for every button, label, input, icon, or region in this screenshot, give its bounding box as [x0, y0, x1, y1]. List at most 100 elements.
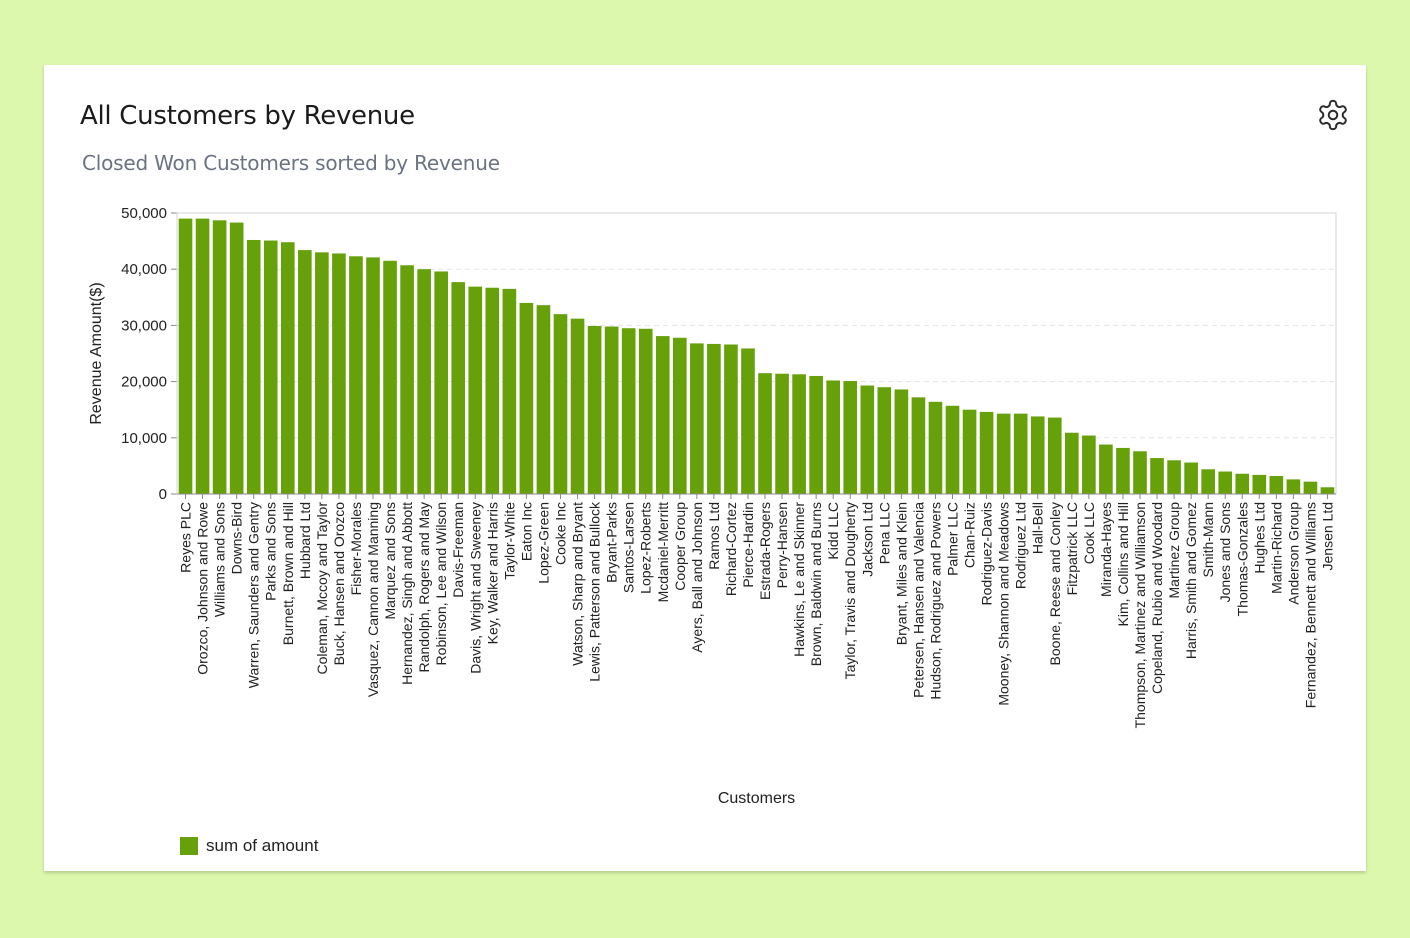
- x-tick-label: Cooper Group: [672, 502, 688, 591]
- bar: [519, 302, 534, 494]
- bar: [843, 381, 858, 494]
- x-tick-label: Buck, Hansen and Orozco: [331, 502, 347, 666]
- x-tick-label: Santos-Larsen: [621, 502, 637, 593]
- bar: [979, 411, 994, 494]
- bar: [707, 343, 721, 494]
- x-tick-label: Cook LLC: [1081, 502, 1097, 564]
- x-tick-label: Thomas-Gonzales: [1234, 502, 1250, 616]
- bar: [434, 271, 449, 494]
- x-tick-label: Palmer LLC: [945, 502, 961, 576]
- x-tick-label: Ayers, Ball and Johnson: [689, 502, 705, 653]
- bar: [1320, 487, 1335, 494]
- bar: [1064, 432, 1079, 494]
- x-tick-label: Davis-Freeman: [450, 502, 466, 598]
- bar: [417, 269, 431, 494]
- bar: [996, 413, 1011, 494]
- y-tick-label: 40,000: [121, 261, 167, 278]
- y-tick-label: 0: [159, 486, 167, 503]
- bar: [451, 282, 466, 494]
- y-tick-label: 50,000: [121, 205, 167, 222]
- chart-card: All Customers by Revenue Closed Won Cust…: [44, 65, 1366, 871]
- x-tick-label: Hughes Ltd: [1251, 502, 1267, 574]
- bar: [468, 286, 483, 494]
- settings-button[interactable]: [1316, 98, 1350, 132]
- x-tick-label: Parks and Sons: [263, 502, 279, 601]
- legend-swatch: [180, 837, 198, 855]
- bar: [553, 314, 568, 494]
- bar: [1047, 417, 1062, 494]
- x-tick-label: Mcdaniel-Merritt: [655, 502, 671, 602]
- legend-label: sum of amount: [206, 836, 319, 855]
- x-tick-label: Pena LLC: [876, 502, 892, 564]
- x-tick-label: Lewis, Patterson and Bullock: [587, 501, 603, 682]
- x-tick-label: Bryant-Parks: [604, 502, 620, 583]
- x-tick-label: Vasquez, Cannon and Manning: [365, 502, 381, 697]
- bar-chart: 0 10,000 20,000 30,000 40,000 50,000 Reyes PLC…: [88, 205, 1337, 807]
- bar: [1235, 473, 1250, 494]
- bar: [229, 222, 244, 494]
- x-tick-label: Petersen, Hansen and Valencia: [910, 502, 926, 698]
- bar: [1286, 479, 1301, 494]
- x-tick-label: Orozco, Johnson and Rowe: [195, 502, 211, 675]
- x-tick-label: Boone, Reese and Conley: [1047, 502, 1063, 665]
- bar: [212, 220, 227, 494]
- x-tick-label: Davis, Wright and Sweeney: [467, 502, 483, 674]
- x-tick-label: Key, Walker and Harris: [484, 502, 500, 644]
- bar: [911, 397, 926, 494]
- bar: [724, 344, 738, 494]
- bar: [178, 218, 193, 494]
- x-tick-label: Taylor-White: [501, 502, 517, 580]
- x-tick-label: Pierce-Hardin: [740, 502, 756, 588]
- x-tick-label: Jackson Ltd: [859, 502, 875, 577]
- bar: [1150, 458, 1164, 494]
- bar: [604, 326, 619, 494]
- bar: [1218, 471, 1233, 494]
- x-tick-label: Williams and Sons: [212, 502, 228, 617]
- x-tick-label: Brown, Baldwin and Burns: [808, 502, 824, 666]
- bar: [485, 287, 500, 494]
- x-tick-label: Hawkins, Le and Skinner: [791, 502, 807, 657]
- bar: [621, 328, 636, 494]
- bar: [298, 250, 312, 494]
- y-axis-title: Revenue Amount($): [88, 282, 105, 424]
- bar: [1252, 474, 1267, 494]
- x-tick-label: Downs-Bird: [229, 502, 245, 574]
- bar: [1184, 462, 1198, 494]
- x-tick-label: Cooke Inc: [552, 502, 568, 565]
- bar: [1201, 469, 1215, 494]
- bar: [1167, 460, 1181, 494]
- card-title: All Customers by Revenue: [80, 101, 415, 131]
- x-tick-label: Rodriguez Ltd: [1013, 502, 1029, 589]
- bar: [587, 325, 602, 494]
- bar: [1013, 413, 1028, 494]
- card-subtitle: Closed Won Customers sorted by Revenue: [82, 151, 500, 175]
- x-tick-label: Perry-Hansen: [774, 502, 790, 588]
- x-tick-label: Martin-Richard: [1268, 502, 1284, 594]
- bar: [758, 373, 772, 494]
- x-tick-label: Hudson, Rodriguez and Powers: [927, 502, 943, 700]
- x-tick-label: Lopez-Roberts: [638, 502, 654, 594]
- y-tick-label: 20,000: [121, 374, 167, 391]
- bar: [945, 405, 960, 494]
- x-tick-label: Chan-Ruiz: [962, 502, 978, 568]
- bar: [536, 305, 551, 494]
- x-tick-label: Warren, Saunders and Gentry: [246, 502, 262, 688]
- x-tick-label: Rodriguez-Davis: [979, 502, 995, 605]
- x-tick-label: Watson, Sharp and Bryant: [570, 502, 586, 666]
- x-tick-label: Thompson, Martinez and Williamson: [1132, 502, 1148, 728]
- x-tick-label: Smith-Mann: [1200, 502, 1216, 577]
- bar: [894, 389, 909, 494]
- bar: [826, 380, 841, 494]
- x-tick-label: Kim, Collins and Hill: [1115, 502, 1131, 626]
- x-tick-label: Fernandez, Bennett and Williams: [1302, 502, 1318, 708]
- bar: [1303, 481, 1318, 494]
- x-tick-label: Lopez-Green: [535, 502, 551, 584]
- bar: [263, 240, 278, 494]
- x-tick-label: Anderson Group: [1285, 502, 1301, 605]
- bar: [246, 239, 261, 494]
- y-tick-label: 30,000: [121, 317, 167, 334]
- x-tick-label: Eaton Inc: [518, 502, 534, 561]
- x-tick-label: Coleman, Mccoy and Taylor: [314, 502, 330, 675]
- x-tick-label: Jensen Ltd: [1319, 502, 1335, 571]
- bar: [690, 343, 704, 494]
